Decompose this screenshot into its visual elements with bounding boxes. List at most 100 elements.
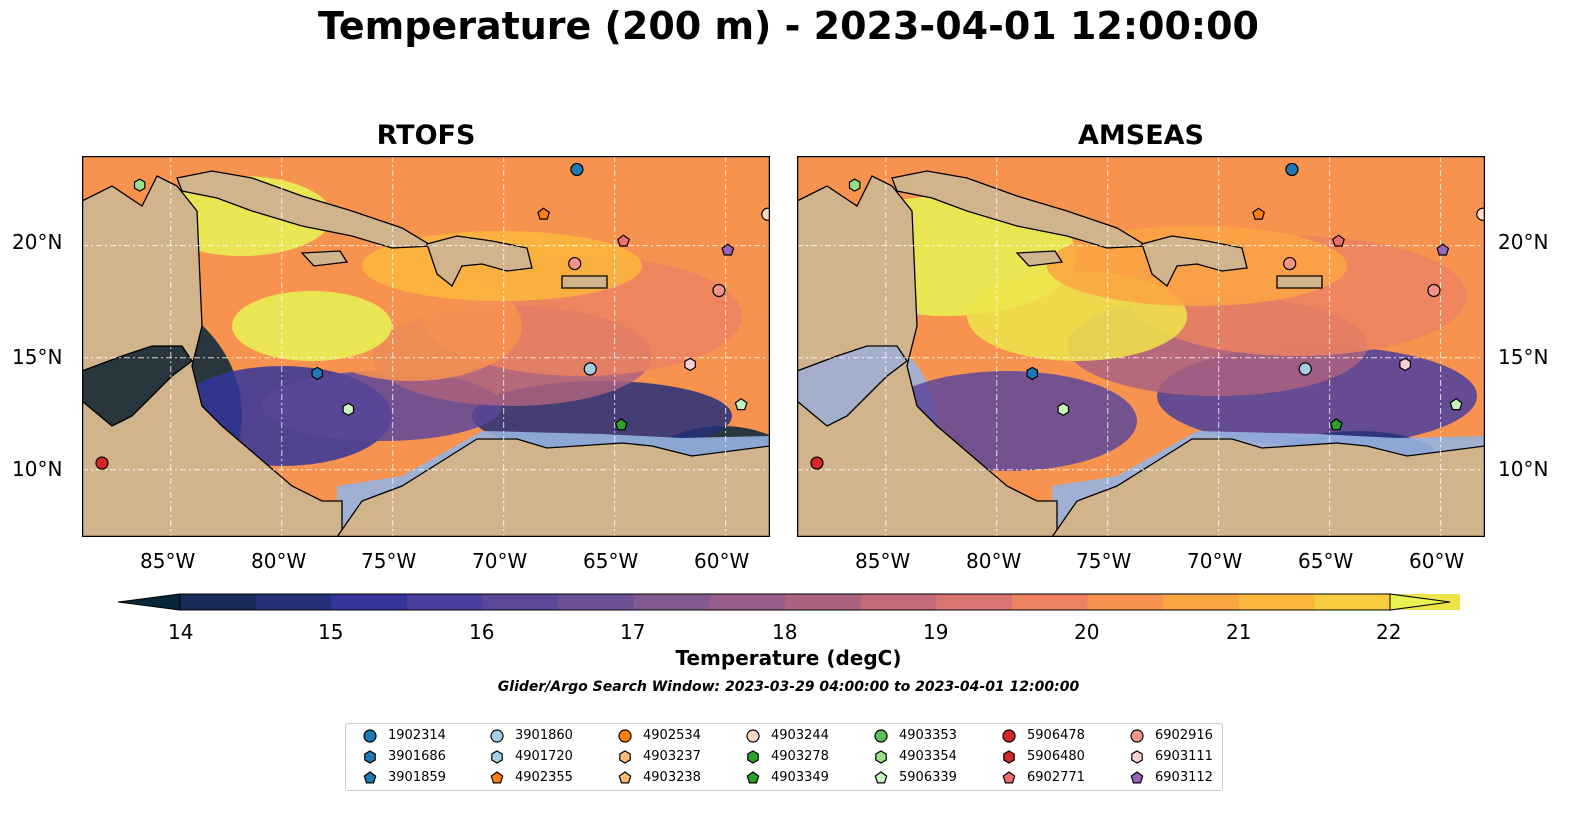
legend-marker	[1003, 750, 1015, 764]
float-marker	[311, 366, 323, 381]
float-marker	[721, 243, 735, 256]
legend-label: 6902916	[1155, 728, 1213, 743]
legend-marker-shape	[618, 771, 632, 784]
colorbar	[117, 593, 1460, 611]
legend-marker-shape	[746, 729, 760, 743]
colorbar-segment	[406, 594, 483, 610]
float-marker	[1057, 402, 1070, 416]
legend-label: 5906480	[1027, 749, 1085, 764]
map-panel-rtofs	[82, 156, 770, 537]
legend-item: 3901859	[354, 768, 479, 788]
lat-tick-label-left: 10°N	[12, 457, 63, 481]
float-marker	[712, 283, 726, 298]
legend-marker	[1130, 729, 1144, 743]
colorbar-segment	[633, 594, 710, 610]
legend-marker	[363, 771, 377, 784]
legend-marker-shape	[1130, 771, 1144, 784]
legend-marker	[746, 729, 760, 743]
amseas-map-content	[797, 156, 1485, 537]
legend-marker	[618, 771, 632, 784]
lat-tick-label-right: 20°N	[1498, 230, 1549, 254]
legend-marker-shape	[874, 771, 888, 784]
legend-marker-shape	[363, 729, 377, 743]
legend-item: 4902534	[609, 726, 734, 746]
legend-item: 5906339	[865, 768, 990, 788]
float-marker	[684, 357, 696, 372]
legend-item: 4903278	[737, 747, 862, 767]
float-marker	[537, 207, 551, 220]
colorbar-segment	[255, 594, 332, 610]
colorbar-segment	[709, 594, 786, 610]
legend-label: 3901859	[388, 770, 446, 785]
legend-label: 5906339	[899, 770, 957, 785]
main-title: Temperature (200 m) - 2023-04-01 12:00:0…	[317, 4, 1259, 48]
colorbar-segment	[331, 594, 408, 610]
lat-tick-label-left: 15°N	[12, 345, 63, 369]
legend-item: 6903111	[1121, 747, 1246, 767]
legend-marker-shape	[875, 750, 887, 764]
legend-item: 6903112	[1121, 768, 1246, 788]
lon-tick-label: 80°W	[966, 549, 1022, 573]
float-marker	[848, 178, 861, 192]
legend-item: 3901860	[481, 726, 606, 746]
legend-marker	[874, 771, 888, 784]
colorbar-segment	[1087, 594, 1164, 610]
float-marker	[1449, 398, 1463, 411]
float-marker	[1476, 207, 1485, 221]
legend-label: 4902355	[515, 770, 573, 785]
legend-label: 1902314	[388, 728, 446, 743]
legend-marker	[490, 729, 504, 743]
legend-marker-shape	[1131, 750, 1143, 764]
colorbar-segment	[860, 594, 937, 610]
colorbar-segment	[1011, 594, 1088, 610]
colorbar-tick: 14	[168, 620, 194, 644]
legend-label: 4901720	[515, 749, 573, 764]
float-marker	[570, 162, 584, 177]
search-window-text: Glider/Argo Search Window: 2023-03-29 04…	[497, 679, 1080, 695]
legend-item: 4903237	[609, 747, 734, 767]
float-marker	[133, 178, 146, 192]
lon-tick-label: 85°W	[855, 549, 911, 573]
legend-label: 3901860	[515, 728, 573, 743]
lon-tick-label: 65°W	[1298, 549, 1354, 573]
legend-marker-shape	[491, 750, 503, 764]
legend-item: 5906478	[993, 726, 1118, 746]
legend-item: 6902771	[993, 768, 1118, 788]
legend-marker	[1131, 750, 1143, 764]
legend-marker-shape	[1002, 729, 1016, 743]
legend-marker	[491, 750, 503, 764]
legend-marker	[1002, 771, 1016, 784]
lat-tick-label-left: 20°N	[12, 230, 63, 254]
panel-title-amseas: AMSEAS	[1078, 120, 1204, 151]
panel-title-rtofs: RTOFS	[376, 120, 476, 151]
legend-label: 4903244	[771, 728, 829, 743]
legend-label: 4903354	[899, 749, 957, 764]
legend-marker-shape	[618, 729, 632, 743]
legend-marker-shape	[1003, 750, 1015, 764]
legend-item: 4901720	[481, 747, 606, 767]
legend-marker	[364, 750, 376, 764]
colorbar-segment	[1314, 594, 1391, 610]
legend-marker-shape	[363, 771, 377, 784]
legend-label: 4903278	[771, 749, 829, 764]
legend-label: 5906478	[1027, 728, 1085, 743]
lon-tick-label: 85°W	[140, 549, 196, 573]
legend: 1902314 3901686 3901859 3901860 4901720 49023…	[345, 723, 1223, 791]
legend-marker	[619, 750, 631, 764]
legend-label: 4903238	[643, 770, 701, 785]
legend-marker	[618, 729, 632, 743]
legend-marker	[874, 729, 888, 743]
legend-marker-shape	[490, 771, 504, 784]
rtofs-map-content	[82, 156, 770, 537]
lon-tick-label: 65°W	[583, 549, 639, 573]
float-marker	[1283, 256, 1297, 271]
lat-tick-label-right: 15°N	[1498, 345, 1549, 369]
float-marker	[342, 402, 355, 416]
float-marker	[1436, 243, 1450, 256]
legend-label: 3901686	[388, 749, 446, 764]
colorbar-segment	[180, 594, 257, 610]
legend-marker-shape	[874, 729, 888, 743]
lon-tick-label: 60°W	[694, 549, 750, 573]
float-marker	[1332, 234, 1345, 247]
legend-item: 4903238	[609, 768, 734, 788]
